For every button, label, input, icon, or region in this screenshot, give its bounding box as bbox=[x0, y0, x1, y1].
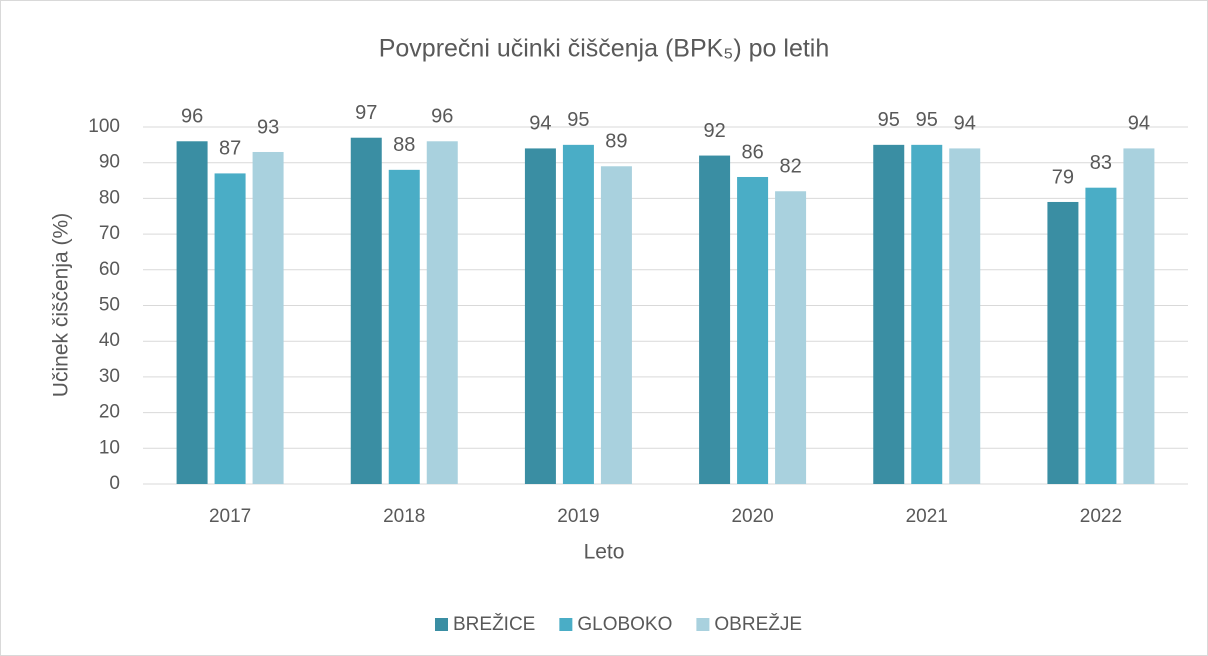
bar bbox=[176, 141, 208, 484]
x-tick-label: 2017 bbox=[209, 506, 251, 527]
x-axis-title: Leto bbox=[584, 541, 625, 564]
y-tick-label: 90 bbox=[99, 152, 120, 173]
data-label: 95 bbox=[916, 109, 938, 131]
bar bbox=[949, 148, 981, 485]
x-tick-label: 2018 bbox=[383, 506, 425, 527]
y-tick-label: 40 bbox=[99, 330, 120, 351]
data-label: 79 bbox=[1052, 166, 1074, 188]
y-tick-label: 50 bbox=[99, 295, 120, 316]
data-label: 82 bbox=[779, 156, 801, 178]
legend-label: GLOBOKO bbox=[577, 614, 672, 635]
legend-label: BREŽICE bbox=[453, 613, 535, 635]
bar bbox=[600, 166, 632, 484]
data-label: 94 bbox=[954, 113, 976, 135]
data-label: 97 bbox=[355, 102, 377, 124]
data-label: 92 bbox=[703, 120, 725, 142]
data-label: 94 bbox=[529, 113, 551, 135]
data-label: 89 bbox=[605, 131, 627, 153]
bar bbox=[737, 176, 769, 485]
bar bbox=[426, 141, 458, 484]
bar bbox=[252, 151, 284, 485]
data-label: 93 bbox=[257, 116, 279, 138]
chart-title: Povprečni učinki čiščenja (BPK₅) po leti… bbox=[379, 35, 830, 63]
bar bbox=[873, 144, 905, 484]
bar bbox=[214, 173, 246, 484]
legend-label: OBREŽJE bbox=[714, 613, 802, 635]
y-tick-label: 10 bbox=[99, 437, 120, 458]
bar bbox=[1123, 148, 1155, 485]
data-label: 86 bbox=[741, 141, 763, 163]
x-tick-label: 2020 bbox=[731, 506, 773, 527]
bar bbox=[350, 137, 382, 484]
bar bbox=[524, 148, 556, 485]
legend-swatch bbox=[559, 618, 573, 631]
data-label: 95 bbox=[567, 109, 589, 131]
data-label: 95 bbox=[878, 109, 900, 131]
data-label: 83 bbox=[1090, 152, 1112, 174]
y-tick-label: 70 bbox=[99, 223, 120, 244]
bar bbox=[699, 155, 731, 484]
data-label: 94 bbox=[1128, 113, 1150, 135]
bar bbox=[1085, 187, 1117, 484]
x-tick-label: 2022 bbox=[1080, 506, 1122, 527]
data-label: 96 bbox=[431, 106, 453, 128]
y-tick-label: 20 bbox=[99, 402, 120, 423]
y-tick-label: 60 bbox=[99, 259, 120, 280]
y-tick-label: 100 bbox=[88, 116, 120, 137]
bar bbox=[911, 144, 943, 484]
legend-swatch bbox=[696, 618, 710, 631]
y-tick-label: 30 bbox=[99, 366, 120, 387]
data-label: 87 bbox=[219, 138, 241, 160]
legend-swatch bbox=[435, 618, 448, 631]
bar bbox=[1047, 201, 1079, 484]
x-tick-label: 2021 bbox=[906, 506, 948, 527]
bar bbox=[775, 191, 807, 484]
bar bbox=[562, 144, 594, 484]
bar bbox=[388, 169, 420, 484]
data-label: 88 bbox=[393, 134, 415, 156]
y-axis-title: Učinek čiščenja (%) bbox=[50, 213, 73, 397]
y-tick-label: 80 bbox=[99, 187, 120, 208]
data-label: 96 bbox=[181, 106, 203, 128]
y-tick-label: 0 bbox=[109, 473, 120, 494]
x-tick-label: 2019 bbox=[557, 506, 599, 527]
